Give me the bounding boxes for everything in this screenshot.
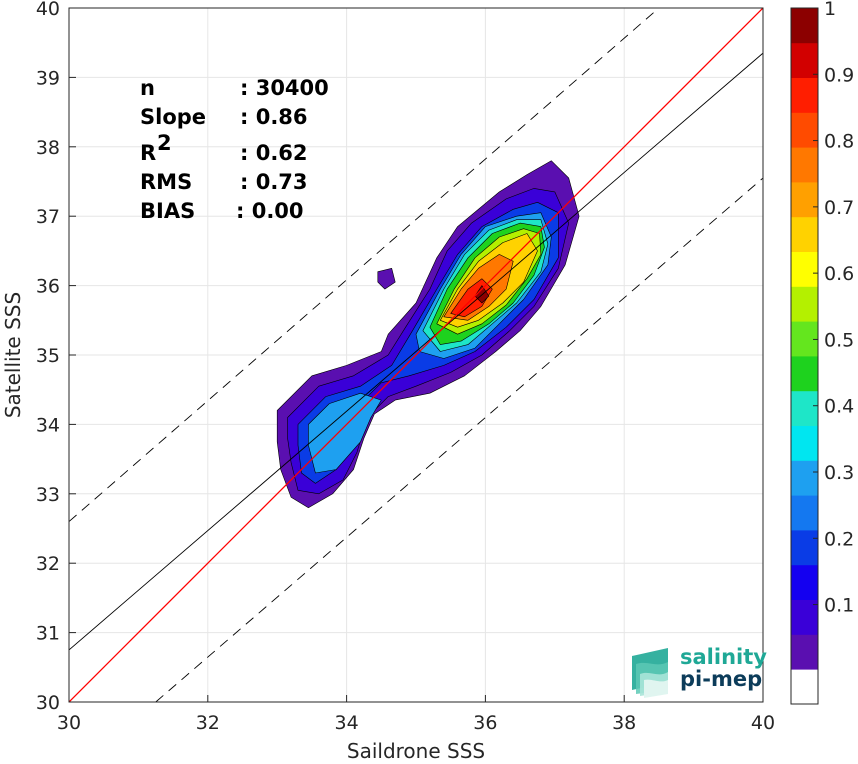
stat-label: BIAS [140,199,195,223]
colorbar-tick-label: 0.3 [824,462,854,484]
y-tick-label: 32 [36,553,60,575]
x-tick-label: 34 [335,712,359,734]
y-axis-label: Satellite SSS [1,292,25,418]
colorbar-segment [791,321,818,357]
grid [68,7,764,703]
colorbar-tick-label: 0.4 [824,396,854,418]
y-tick-label: 37 [36,206,60,228]
colorbar-segment [791,390,818,426]
colorbar-segment [791,77,818,113]
stat-value: : 0.73 [240,170,308,194]
x-axis: 30 32 34 36 38 40 [57,695,775,734]
stat-label: RMS [140,170,192,194]
y-tick-label: 35 [36,345,60,367]
y-tick-label: 36 [36,276,60,298]
colorbar-segment [791,460,818,496]
colorbar-segment [791,495,818,531]
colorbar-segment [791,669,818,705]
y-tick-label: 34 [36,414,60,436]
colorbar-frame [790,7,819,705]
x-tick-label: 38 [612,712,636,734]
colorbar-tick-label: 0.7 [824,197,854,219]
colorbar-tick-label: 0.2 [824,528,854,550]
logo-waves-icon [632,648,668,698]
colorbar-tick-label: 0.5 [824,329,854,351]
colorbar-tick-label: 1 [824,0,836,20]
logo-line-2: pi-mep [680,667,762,691]
y-tick-label: 40 [36,0,60,20]
fit-line [69,52,763,651]
stat-label: Slope [140,105,206,129]
y-tick-label: 30 [36,692,60,714]
contour-level-0.05 [377,267,396,290]
colorbar-segment [791,599,818,635]
colorbar-tick-label: 0.1 [824,595,854,617]
stat-label-superscript: 2 [157,131,172,155]
lower-bound-line [155,177,763,702]
stat-value: : 0.86 [240,105,308,129]
colorbar-segment [791,356,818,392]
salinity-pi-mep-logo: salinity pi-mep [632,645,767,698]
reference-lines [69,8,763,702]
stat-label: n [140,76,155,100]
y-tick-label: 39 [36,67,60,89]
stats-box: n : 30400 Slope : 0.86 R 2 : 0.62 RMS : 0.73 BIAS… [140,76,329,223]
colorbar-segment [791,182,818,218]
x-tick-label: 32 [196,712,220,734]
x-tick-label: 40 [751,712,775,734]
colorbar-segment [791,286,818,322]
colorbar-segment [791,216,818,252]
colorbar-segment [791,634,818,670]
x-tick-label: 36 [473,712,497,734]
identity-line [69,8,763,702]
colorbar-segment [791,425,818,461]
x-axis-label: Saildrone SSS [347,739,485,763]
colorbar-segment [791,251,818,287]
colorbar-tick-label: 0.8 [824,131,854,153]
stat-value: : 30400 [240,76,329,100]
y-tick-label: 31 [36,623,60,645]
colorbar: 0.1 0.2 0.3 0.4 0.5 0.6 0.7 0.8 0.9 1 [790,0,854,705]
colorbar-segment [791,564,818,600]
colorbar-tick-label: 0.6 [824,263,854,285]
colorbar-segment [791,530,818,566]
x-tick-label: 30 [57,712,81,734]
stat-value: : 0.00 [236,199,304,223]
colorbar-segment [791,42,818,78]
colorbar-segment [791,8,818,44]
stat-label: R [140,141,156,165]
logo-line-1: salinity [680,645,767,669]
colorbar-tick-label: 0.9 [824,64,854,86]
y-tick-label: 33 [36,484,60,506]
colorbar-segment [791,112,818,148]
upper-bound-line [69,8,660,522]
stat-value: : 0.62 [240,141,308,165]
y-tick-label: 38 [36,137,60,159]
y-axis: 30 31 32 33 34 35 36 37 38 39 40 [36,0,76,714]
colorbar-segment [791,147,818,183]
